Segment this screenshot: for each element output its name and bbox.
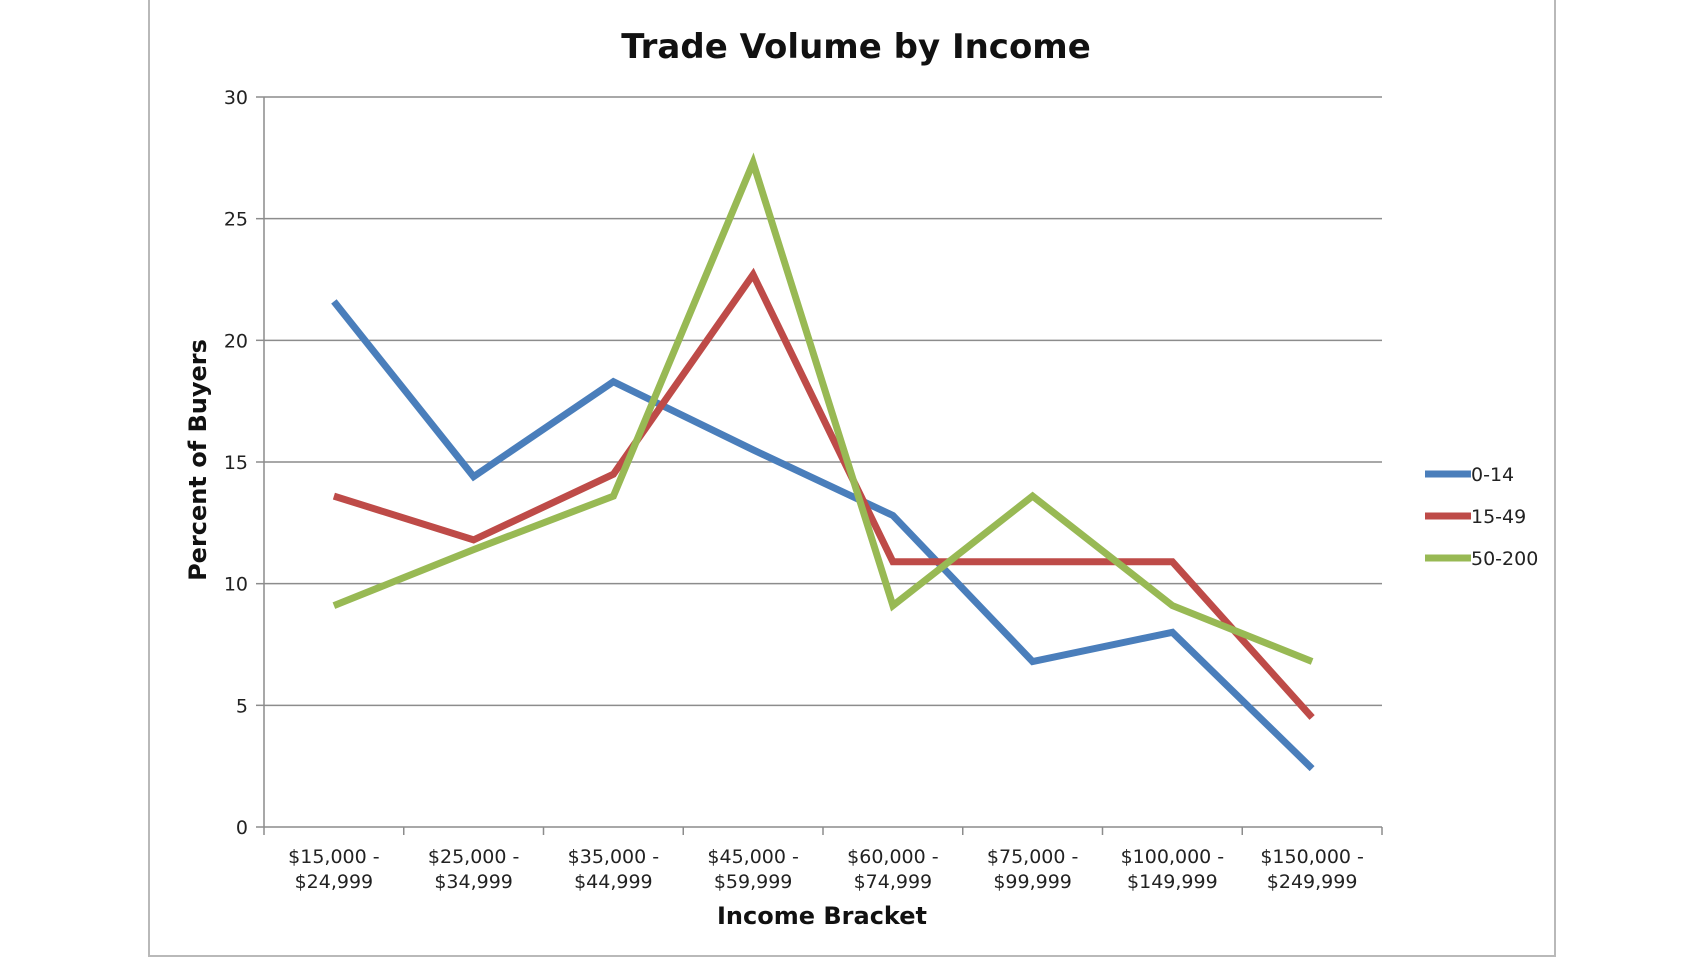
y-tick-label-20: 20 bbox=[224, 330, 248, 352]
y-tick-label-10: 10 bbox=[224, 574, 248, 596]
series-line-0-14 bbox=[331, 299, 1315, 772]
y-axis-ticks: 0 5 10 15 20 25 30 bbox=[224, 87, 264, 839]
gridlines bbox=[264, 96, 1382, 707]
x-tick-label-4: $60,000 -$74,999 bbox=[847, 846, 938, 893]
series-line-15-49 bbox=[332, 267, 1315, 720]
legend: 0-14 15-49 50-200 bbox=[1425, 464, 1538, 570]
y-tick-label-15: 15 bbox=[224, 452, 248, 474]
x-tick-label-7: $150,000 -$249,999 bbox=[1260, 846, 1364, 893]
chart-title: Trade Volume by Income bbox=[621, 27, 1091, 67]
y-tick-label-5: 5 bbox=[236, 695, 248, 717]
x-axis-ticks: $15,000 -$24,999 $25,000 -$34,999 $35,000 … bbox=[263, 827, 1383, 893]
y-tick-label-0: 0 bbox=[236, 817, 248, 839]
x-tick-label-3: $45,000 -$59,999 bbox=[707, 846, 798, 893]
x-tick-label-6: $100,000 -$149,999 bbox=[1121, 846, 1225, 893]
x-tick-label-1: $25,000 -$34,999 bbox=[428, 846, 519, 893]
legend-label-15-49: 15-49 bbox=[1471, 506, 1526, 528]
y-tick-label-30: 30 bbox=[224, 87, 248, 109]
series-lines bbox=[331, 152, 1315, 772]
series-line-50-200 bbox=[332, 152, 1314, 665]
x-tick-label-0: $15,000 -$24,999 bbox=[288, 846, 379, 893]
x-axis-title: Income Bracket bbox=[717, 902, 927, 930]
legend-label-50-200: 50-200 bbox=[1471, 548, 1538, 570]
y-axis-title: Percent of Buyers bbox=[184, 339, 212, 581]
x-tick-label-5: $75,000 -$99,999 bbox=[987, 846, 1078, 893]
y-tick-label-25: 25 bbox=[224, 209, 248, 231]
legend-label-0-14: 0-14 bbox=[1471, 464, 1514, 486]
x-tick-label-2: $35,000 -$44,999 bbox=[568, 846, 659, 893]
